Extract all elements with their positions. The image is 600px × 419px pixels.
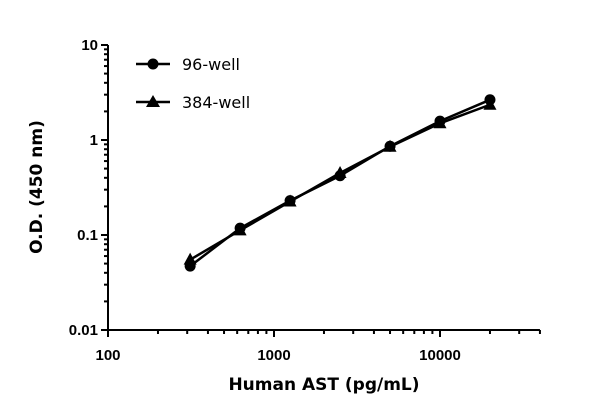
data-point-384-well xyxy=(483,97,497,110)
legend-marker-triangle xyxy=(146,95,160,107)
x-axis-label: Human AST (pg/mL) xyxy=(228,375,419,395)
data-point-384-well xyxy=(333,165,347,178)
data-point-384-well xyxy=(283,194,297,207)
series-layer xyxy=(183,94,497,272)
y-axis-label: O.D. (450 nm) xyxy=(27,120,47,254)
x-tick-label: 10000 xyxy=(419,347,461,364)
y-tick-label: 0.1 xyxy=(77,227,98,244)
x-tick-label: 1000 xyxy=(257,347,290,364)
y-tick-label: 0.01 xyxy=(69,322,98,339)
data-point-384-well xyxy=(433,116,447,129)
legend-label-96-well: 96-well xyxy=(182,55,240,74)
legend: 96-well 384-well xyxy=(136,55,250,112)
data-point-384-well xyxy=(233,223,247,236)
y-tick-label: 10 xyxy=(81,37,98,54)
y-tick-label: 1 xyxy=(90,132,98,149)
data-point-384-well xyxy=(383,139,397,152)
legend-label-384-well: 384-well xyxy=(182,93,250,112)
legend-marker-circle xyxy=(147,58,159,70)
series-line-96-well xyxy=(189,98,491,268)
x-tick-label: 100 xyxy=(95,347,120,364)
data-point-384-well xyxy=(183,252,197,265)
axes: 100 1000 10000 0.01 0.1 1 10 xyxy=(69,37,541,364)
